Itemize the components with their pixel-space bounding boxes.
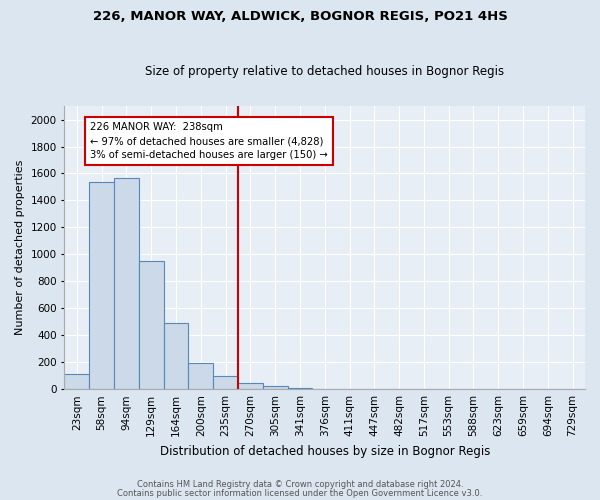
Bar xyxy=(263,386,287,389)
Bar xyxy=(64,374,89,389)
Title: Size of property relative to detached houses in Bognor Regis: Size of property relative to detached ho… xyxy=(145,66,504,78)
Text: Contains HM Land Registry data © Crown copyright and database right 2024.: Contains HM Land Registry data © Crown c… xyxy=(137,480,463,489)
Bar xyxy=(188,363,213,389)
Bar xyxy=(89,182,114,389)
Y-axis label: Number of detached properties: Number of detached properties xyxy=(15,160,25,336)
Text: Contains public sector information licensed under the Open Government Licence v3: Contains public sector information licen… xyxy=(118,488,482,498)
Bar xyxy=(287,388,313,389)
Bar xyxy=(213,376,238,389)
X-axis label: Distribution of detached houses by size in Bognor Regis: Distribution of detached houses by size … xyxy=(160,444,490,458)
Text: 226 MANOR WAY:  238sqm
← 97% of detached houses are smaller (4,828)
3% of semi-d: 226 MANOR WAY: 238sqm ← 97% of detached … xyxy=(91,122,328,160)
Bar xyxy=(114,178,139,389)
Bar xyxy=(139,261,164,389)
Bar xyxy=(164,323,188,389)
Text: 226, MANOR WAY, ALDWICK, BOGNOR REGIS, PO21 4HS: 226, MANOR WAY, ALDWICK, BOGNOR REGIS, P… xyxy=(92,10,508,23)
Bar xyxy=(238,383,263,389)
